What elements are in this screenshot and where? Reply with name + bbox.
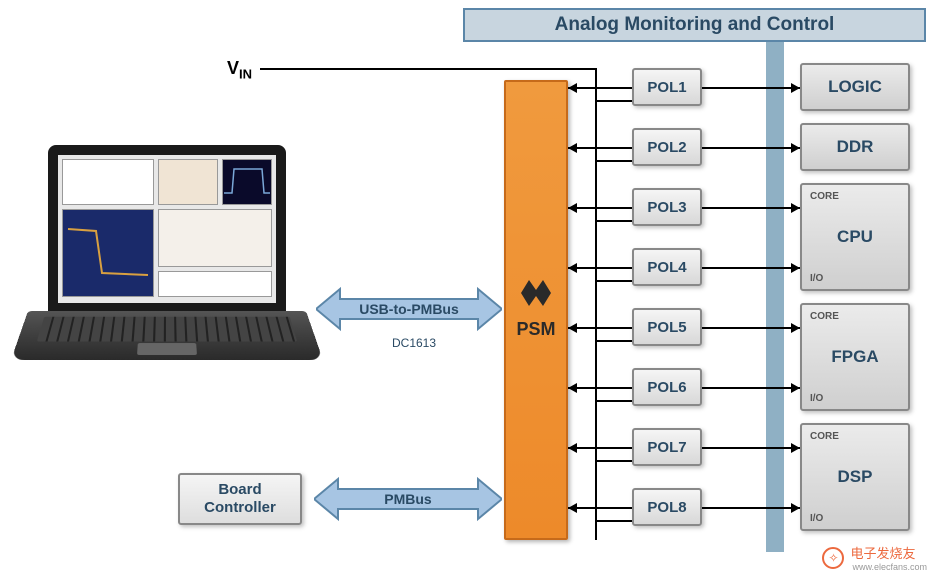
laptop-trackpad xyxy=(137,343,197,355)
pol-block-6: POL6 xyxy=(632,368,702,406)
laptop-screen-frame xyxy=(48,145,286,313)
load-block-cpu: CPUCOREI/O xyxy=(800,183,910,291)
pol-block-2: POL2 xyxy=(632,128,702,166)
pol-block-3: POL3 xyxy=(632,188,702,226)
vin-line xyxy=(260,68,596,70)
watermark: ✧ 电子发烧友 www.elecfans.com xyxy=(822,543,927,572)
board-controller-block: BoardController xyxy=(178,473,302,525)
usb-to-pmbus-arrow: USB-to-PMBus xyxy=(316,285,502,333)
pmbus-arrow-label: PMBus xyxy=(384,491,431,507)
psm-label: PSM xyxy=(516,319,555,340)
load-sublabel: CORE xyxy=(810,431,839,442)
load-sublabel: I/O xyxy=(810,273,823,284)
load-block-fpga: FPGACOREI/O xyxy=(800,303,910,411)
laptop xyxy=(28,145,306,395)
laptop-keyboard xyxy=(37,317,297,342)
watermark-sub: www.elecfans.com xyxy=(852,562,927,572)
pol-block-7: POL7 xyxy=(632,428,702,466)
vin-label: VIN xyxy=(227,58,252,82)
pol-block-5: POL5 xyxy=(632,308,702,346)
board-controller-label: BoardController xyxy=(204,481,276,517)
load-sublabel: CORE xyxy=(810,311,839,322)
watermark-icon: ✧ xyxy=(822,547,844,569)
load-sublabel: I/O xyxy=(810,393,823,404)
load-block-ddr: DDR xyxy=(800,123,910,171)
analog-bus xyxy=(766,42,784,552)
load-block-dsp: DSPCOREI/O xyxy=(800,423,910,531)
dc1613-label: DC1613 xyxy=(392,336,436,350)
load-block-logic: LOGIC xyxy=(800,63,910,111)
laptop-screen xyxy=(58,155,276,303)
screen-panel xyxy=(158,159,218,205)
screen-panel xyxy=(158,271,272,297)
load-sublabel: I/O xyxy=(810,513,823,524)
laptop-base xyxy=(11,311,323,360)
pol-block-1: POL1 xyxy=(632,68,702,106)
vin-drop-line xyxy=(595,68,597,540)
pol-block-4: POL4 xyxy=(632,248,702,286)
pol-block-8: POL8 xyxy=(632,488,702,526)
usb-arrow-label: USB-to-PMBus xyxy=(359,301,459,317)
psm-block: PSM xyxy=(504,80,568,540)
psm-logo-icon xyxy=(521,280,551,313)
load-sublabel: CORE xyxy=(810,191,839,202)
screen-panel xyxy=(158,209,272,267)
watermark-main: 电子发烧友 xyxy=(850,543,927,562)
pmbus-arrow: PMBus xyxy=(314,475,502,523)
header-title: Analog Monitoring and Control xyxy=(463,8,926,42)
screen-panel xyxy=(62,159,154,205)
